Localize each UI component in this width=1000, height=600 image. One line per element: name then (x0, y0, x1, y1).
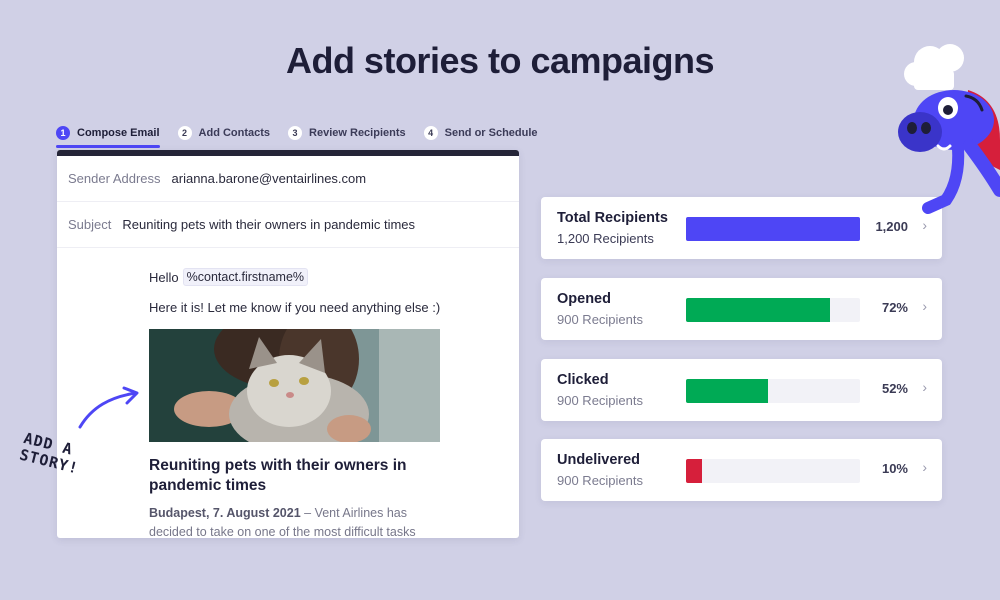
horse-chef-mascot-icon (898, 44, 1000, 214)
step-label: Compose Email (77, 127, 160, 139)
campaign-stepper: 1 Compose Email 2 Add Contacts 3 Review … (56, 122, 556, 148)
chevron-right-icon[interactable]: › (922, 459, 927, 475)
merge-tag-token[interactable]: %contact.firstname% (182, 268, 309, 286)
stat-card-total-recipients[interactable]: Total Recipients 1,200 Recipients 1,200 … (541, 197, 942, 259)
email-composer: Sender Address arianna.barone@ventairlin… (57, 150, 519, 538)
step-add-contacts[interactable]: 2 Add Contacts (177, 122, 271, 144)
story-image[interactable] (149, 329, 440, 442)
stat-value: 72% (881, 300, 908, 315)
chevron-right-icon[interactable]: › (922, 298, 927, 314)
subject-row[interactable]: Subject Reuniting pets with their owners… (57, 202, 519, 248)
sender-address-row[interactable]: Sender Address arianna.barone@ventairlin… (57, 156, 519, 202)
step-label: Send or Schedule (444, 127, 538, 139)
story-dateline: Budapest, 7. August 2021 (149, 506, 301, 520)
stat-card-opened[interactable]: Opened 900 Recipients 72% › (541, 278, 942, 340)
stat-bar-fill (686, 298, 831, 322)
stat-subtitle: 900 Recipients (557, 473, 643, 488)
composer-topbar (57, 150, 519, 156)
subject-label: Subject (68, 217, 112, 232)
story-title[interactable]: Reuniting pets with their owners in pand… (149, 457, 407, 494)
chevron-right-icon[interactable]: › (922, 217, 927, 233)
step-compose-email[interactable]: 1 Compose Email (56, 122, 160, 148)
greeting-line: Hello %contact.firstname% (149, 268, 519, 286)
body-text: Here it is! Let me know if you need anyt… (149, 300, 441, 315)
stat-bar-track (686, 459, 860, 483)
stat-name: Undelivered (557, 452, 640, 468)
stat-value: 10% (881, 461, 908, 476)
email-body[interactable]: Hello %contact.firstname% Here it is! Le… (57, 248, 519, 538)
stat-bar-fill (686, 217, 860, 241)
cat-photo-icon (149, 329, 440, 442)
stat-subtitle: 900 Recipients (557, 393, 643, 408)
page-headline: Add stories to campaigns (285, 40, 715, 81)
stat-value: 52% (881, 381, 908, 396)
curved-arrow-icon (78, 386, 139, 429)
stat-value: 1,200 (875, 219, 908, 234)
step-number: 4 (423, 126, 438, 140)
subject-field[interactable]: Reuniting pets with their owners in pand… (122, 217, 416, 232)
step-number: 3 (288, 126, 303, 140)
step-label: Review Recipients (309, 127, 406, 139)
stat-bar-track (686, 217, 860, 241)
sender-address-label: Sender Address (68, 171, 161, 186)
stat-card-clicked[interactable]: Clicked 900 Recipients 52% › (541, 359, 942, 421)
stat-subtitle: 1,200 Recipients (557, 231, 654, 246)
stat-subtitle: 900 Recipients (557, 312, 643, 327)
step-number: 1 (56, 126, 70, 140)
greeting-text: Hello (149, 269, 179, 285)
story-excerpt: Budapest, 7. August 2021 – Vent Airlines… (149, 504, 449, 538)
stat-bar-fill (686, 379, 768, 403)
step-review-recipients[interactable]: 3 Review Recipients (288, 122, 406, 144)
chevron-right-icon[interactable]: › (922, 379, 927, 395)
stat-name: Total Recipients (557, 210, 668, 226)
step-label: Add Contacts (198, 127, 271, 139)
stat-name: Clicked (557, 372, 609, 388)
stat-bar-track (686, 379, 860, 403)
stat-bar-track (686, 298, 860, 322)
step-send-or-schedule[interactable]: 4 Send or Schedule (423, 122, 538, 144)
step-number: 2 (177, 126, 192, 140)
stat-name: Opened (557, 291, 611, 307)
stat-bar-fill (686, 459, 702, 483)
stat-card-undelivered[interactable]: Undelivered 900 Recipients 10% › (541, 439, 942, 501)
sender-address-field[interactable]: arianna.barone@ventairlines.com (171, 171, 367, 186)
story-excerpt-text: – Vent Airlines has decided to take on o… (149, 506, 416, 538)
